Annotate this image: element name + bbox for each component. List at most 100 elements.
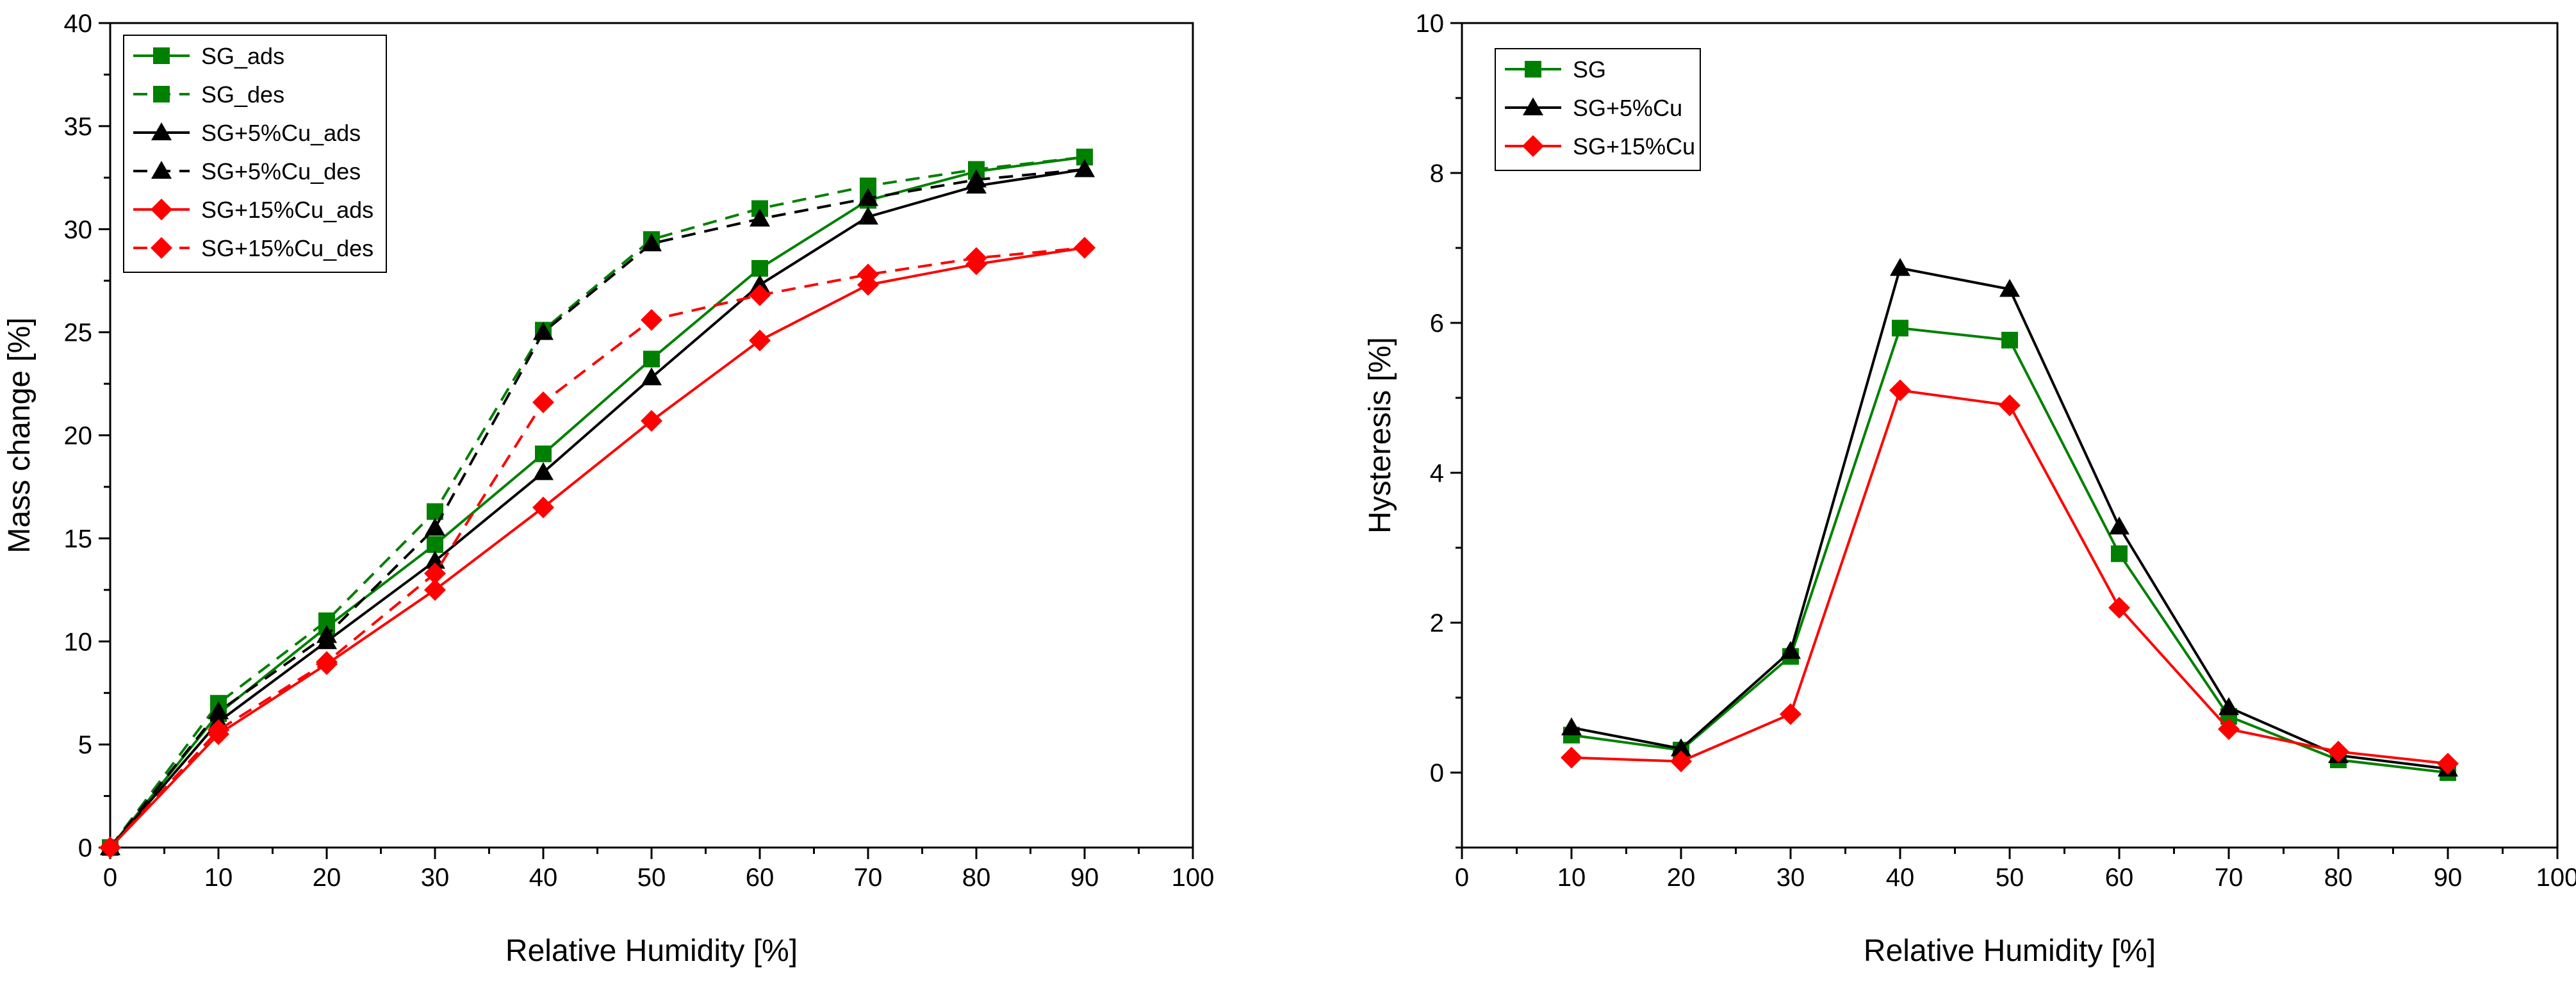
legend-marker [1525, 61, 1541, 78]
data-point-SG+15%Cu [1561, 746, 1582, 769]
data-point-SG+15%Cu_ads [641, 409, 662, 432]
y-tick-label: 0 [78, 834, 92, 862]
legend-label: SG+15%Cu_des [201, 235, 373, 261]
x-axis-label: Relative Humidity [%] [505, 934, 798, 968]
legend-label: SG+5%Cu_des [201, 158, 361, 184]
x-tick-label: 70 [854, 864, 883, 892]
y-tick-label: 25 [64, 319, 93, 347]
x-axis-label: Relative Humidity [%] [1864, 934, 2156, 968]
legend-marker [153, 47, 170, 64]
data-point-SG+15%Cu [2218, 718, 2240, 741]
legend-marker [151, 122, 172, 140]
data-point-SG+15%Cu_ads [532, 496, 554, 519]
data-point-SG+15%Cu [1780, 703, 1801, 725]
y-tick-label: 6 [1430, 309, 1444, 338]
series-line-SG+5%Cu_des [109, 168, 1085, 849]
series-line-SG+5%Cu_ads [109, 168, 1085, 849]
y-tick-label: 10 [1416, 10, 1445, 38]
y-tick-label: 0 [1430, 759, 1444, 787]
y-tick-label: 2 [1430, 609, 1444, 637]
x-tick-label: 0 [103, 864, 117, 892]
x-tick-label: 80 [2324, 864, 2353, 892]
x-tick-label: 60 [746, 864, 775, 892]
data-point-SG+5%Cu [1561, 717, 1582, 735]
legend-label: SG [1573, 56, 1606, 83]
series-line-SG+15%Cu [1571, 389, 2449, 765]
legend-label: SG_ads [201, 43, 284, 69]
x-tick-label: 40 [1886, 864, 1915, 892]
x-tick-label: 100 [1172, 864, 1215, 892]
data-point-SG+5%Cu_ads [750, 274, 770, 293]
x-tick-label: 30 [1776, 864, 1805, 892]
data-point-SG+5%Cu_des [750, 208, 770, 227]
x-tick-label: 50 [637, 864, 666, 892]
x-tick-label: 40 [529, 864, 558, 892]
data-point-SG [2001, 331, 2018, 348]
y-axis-label: Mass change [%] [3, 317, 37, 553]
y-tick-label: 4 [1430, 459, 1444, 488]
data-point-SG+5%Cu [1890, 258, 1910, 276]
y-tick-label: 15 [64, 525, 93, 553]
data-point-SG+15%Cu_des [532, 391, 554, 414]
data-point-SG+5%Cu_des [208, 701, 229, 719]
data-point-SG+5%Cu_des [425, 518, 445, 536]
data-point-SG+15%Cu [2437, 752, 2459, 775]
x-tick-label: 30 [421, 864, 450, 892]
data-point-SG+5%Cu [1671, 738, 1691, 757]
data-point-SG+5%Cu_des [316, 625, 337, 643]
legend-label: SG+5%Cu_ads [201, 120, 361, 146]
legend-label: SG_des [201, 81, 284, 108]
y-tick-label: 35 [64, 113, 93, 141]
data-point-SG+15%Cu_des [424, 562, 446, 585]
legend-marker [151, 237, 172, 259]
x-tick-label: 0 [1455, 864, 1469, 892]
data-point-SG+5%Cu [2219, 697, 2239, 716]
y-tick-label: 40 [64, 10, 93, 38]
y-tick-label: 8 [1430, 160, 1444, 188]
data-point-SG+5%Cu_des [1074, 159, 1095, 177]
data-point-SG+5%Cu [2109, 516, 2129, 535]
data-point-SG+5%Cu_ads [858, 206, 878, 225]
y-tick-label: 30 [64, 216, 93, 244]
data-point-SG [2111, 545, 2128, 562]
data-point-SG_ads [535, 445, 552, 463]
data-point-SG+5%Cu_des [858, 188, 878, 206]
data-point-SG+15%Cu_des [99, 837, 121, 858]
data-point-SG+15%Cu_ads [749, 329, 771, 352]
data-point-SG+15%Cu [1670, 750, 1692, 773]
data-point-SG+5%Cu_ads [533, 462, 554, 480]
data-point-SG+15%Cu [2108, 596, 2130, 619]
data-point-SG_ads [643, 350, 660, 368]
series-line-SG+15%Cu_ads [109, 246, 1085, 849]
mass-change-chart: 0 10 20 30 40 50 60 70 80 90 100 0 5 10 15 20 25 30 35 40 Re… [3, 10, 1214, 968]
data-point-SG+15%Cu_des [208, 719, 229, 741]
y-tick-label: 20 [64, 422, 93, 450]
data-point-SG+15%Cu_des [965, 247, 987, 269]
x-tick-label: 80 [962, 864, 991, 892]
legend-label: SG+5%Cu [1573, 95, 1682, 121]
x-tick-label: 20 [1667, 864, 1696, 892]
legend-label: SG+15%Cu [1573, 133, 1695, 160]
x-tick-label: 100 [2536, 864, 2576, 892]
data-point-SG+15%Cu_des [1074, 236, 1095, 259]
data-point-SG+5%Cu [1780, 641, 1801, 659]
data-point-SG+5%Cu_ads [425, 550, 445, 569]
x-tick-label: 10 [204, 864, 233, 892]
data-point-SG+15%Cu_des [641, 309, 662, 331]
data-point-SG+5%Cu_ads [641, 367, 662, 386]
y-tick-label: 10 [64, 628, 93, 656]
data-point-SG+15%Cu [1999, 394, 2021, 416]
data-point-SG_ads [427, 536, 443, 554]
data-point-SG+15%Cu [1889, 379, 1911, 402]
hysteresis-chart: 0 10 20 30 40 50 60 70 80 90 100 0 2 4 6 8 10 Relative Hu… [1363, 10, 2576, 968]
legend-marker [1523, 97, 1543, 115]
x-tick-label: 50 [1996, 864, 2024, 892]
data-point-SG+5%Cu_des [966, 169, 987, 188]
legend-marker [153, 86, 170, 102]
x-tick-label: 90 [2434, 864, 2463, 892]
legend-marker [151, 161, 172, 179]
x-tick-label: 70 [2215, 864, 2244, 892]
data-point-SG+15%Cu_des [749, 284, 771, 306]
data-point-SG [1892, 320, 1908, 337]
series-line-SG+15%Cu_des [109, 246, 1085, 849]
